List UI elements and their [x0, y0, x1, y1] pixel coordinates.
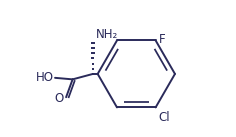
Text: F: F [159, 33, 166, 46]
Text: NH₂: NH₂ [96, 28, 118, 41]
Text: HO: HO [36, 71, 54, 84]
Text: Cl: Cl [158, 112, 170, 124]
Text: O: O [54, 92, 63, 105]
